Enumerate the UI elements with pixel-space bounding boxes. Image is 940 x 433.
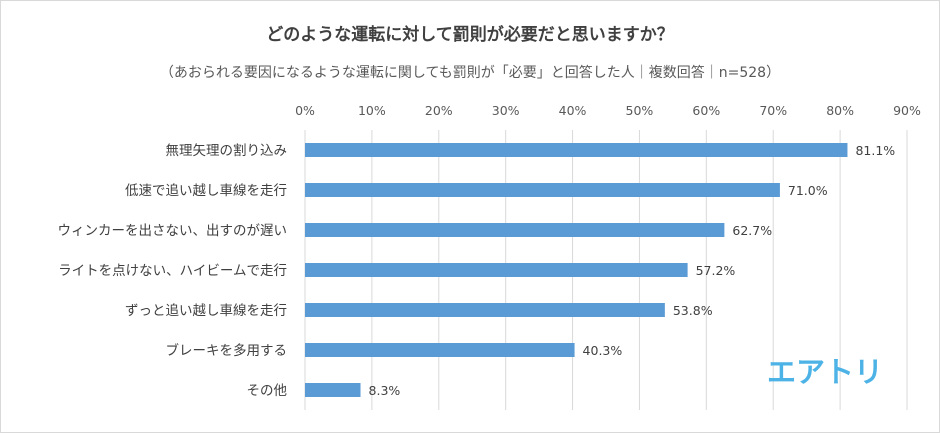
bar xyxy=(305,343,575,357)
airtrip-logo: エアトリ xyxy=(767,355,883,389)
category-label: その他 xyxy=(247,383,288,399)
x-tick-label: 80% xyxy=(826,103,854,118)
x-tick-label: 0% xyxy=(295,103,315,118)
x-tick-label: 10% xyxy=(358,103,386,118)
data-label: 62.7% xyxy=(732,223,772,238)
x-tick-label: 50% xyxy=(626,103,654,118)
data-label: 71.0% xyxy=(788,183,828,198)
bar xyxy=(305,183,780,197)
data-label: 8.3% xyxy=(369,383,401,398)
category-label: ブレーキを多用する xyxy=(166,342,288,359)
category-label: ライトを点けない、ハイビームで走行 xyxy=(58,263,287,279)
data-label: 40.3% xyxy=(583,343,623,358)
bar xyxy=(305,143,848,157)
bar xyxy=(305,263,688,277)
data-label: 81.1% xyxy=(855,143,895,158)
x-tick-label: 30% xyxy=(492,103,520,118)
chart-title: どのような運転に対して罰則が必要だと思いますか？ xyxy=(266,24,674,45)
bar xyxy=(305,223,725,237)
chart-subtitle: （あおられる要因になるような運転に関しても罰則が「必要」と回答した人｜複数回答｜… xyxy=(160,64,780,81)
category-label: ウィンカーを出さない、出すのが遅い xyxy=(58,223,288,239)
x-tick-label: 40% xyxy=(559,103,587,118)
category-label: 無理矢理の割り込み xyxy=(166,142,288,159)
data-label: 53.8% xyxy=(673,303,713,318)
category-label: 低速で追い越し車線を走行 xyxy=(125,183,287,199)
data-label: 57.2% xyxy=(696,263,736,278)
bar xyxy=(305,383,361,397)
category-label: ずっと追い越し車線を走行 xyxy=(125,303,287,319)
x-tick-label: 70% xyxy=(759,103,787,118)
x-tick-label: 90% xyxy=(893,103,921,118)
bar xyxy=(305,303,665,317)
x-tick-label: 60% xyxy=(692,103,720,118)
x-tick-label: 20% xyxy=(425,103,453,118)
